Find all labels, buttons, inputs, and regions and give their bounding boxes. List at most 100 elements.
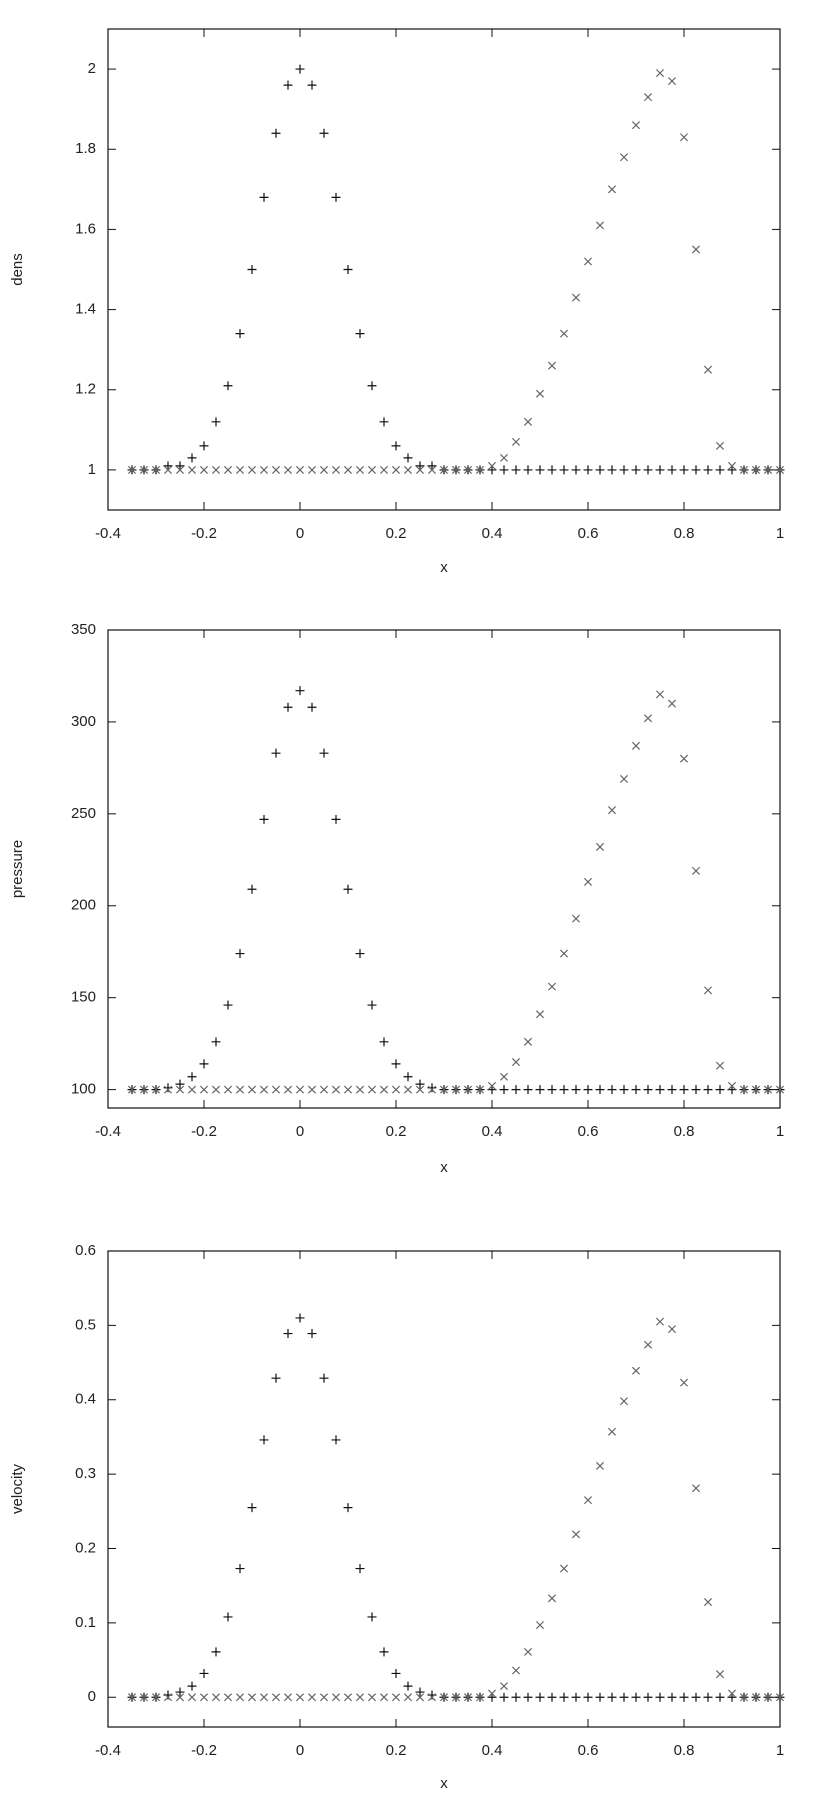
point bbox=[631, 1366, 641, 1375]
point bbox=[307, 1693, 317, 1702]
point bbox=[391, 1668, 401, 1678]
point bbox=[643, 1692, 653, 1702]
point bbox=[427, 465, 437, 474]
point bbox=[607, 185, 617, 194]
point bbox=[295, 1313, 305, 1323]
point bbox=[751, 465, 761, 474]
point bbox=[343, 465, 353, 474]
x-tick-label: 0.2 bbox=[386, 1742, 407, 1759]
point bbox=[163, 1085, 173, 1094]
point bbox=[619, 153, 629, 162]
point bbox=[607, 465, 617, 475]
point bbox=[463, 465, 473, 474]
point bbox=[199, 1693, 209, 1702]
point bbox=[379, 1647, 389, 1657]
point bbox=[379, 465, 389, 474]
point bbox=[631, 465, 641, 475]
y-tick-label: 0.5 bbox=[75, 1316, 96, 1333]
point bbox=[643, 714, 653, 723]
point bbox=[511, 1058, 521, 1067]
x-tick-label: 0.4 bbox=[482, 1123, 503, 1140]
y-tick-label: 0.1 bbox=[75, 1614, 96, 1631]
point bbox=[415, 1085, 425, 1094]
point bbox=[187, 1681, 197, 1691]
point bbox=[295, 64, 305, 74]
point bbox=[583, 1496, 593, 1505]
point bbox=[739, 465, 749, 474]
y-tick-label: 1.4 bbox=[75, 301, 96, 318]
y-tick-label: 1.2 bbox=[75, 381, 96, 398]
point bbox=[355, 1693, 365, 1702]
point bbox=[331, 465, 341, 474]
point bbox=[283, 1329, 293, 1339]
point bbox=[535, 1010, 545, 1019]
point bbox=[559, 1692, 569, 1702]
point bbox=[259, 1085, 269, 1094]
point bbox=[271, 1373, 281, 1383]
point bbox=[475, 1085, 485, 1094]
point bbox=[175, 1693, 185, 1702]
y-tick-label: 300 bbox=[71, 713, 96, 730]
point bbox=[211, 465, 221, 474]
point bbox=[175, 1085, 185, 1094]
point bbox=[703, 1692, 713, 1702]
point bbox=[439, 465, 449, 474]
point bbox=[547, 1692, 557, 1702]
point bbox=[547, 1594, 557, 1603]
y-axis-label: pressure bbox=[9, 840, 26, 898]
point bbox=[211, 417, 221, 427]
point bbox=[547, 982, 557, 991]
point bbox=[331, 1085, 341, 1094]
x-axis-label: x bbox=[440, 559, 448, 576]
point bbox=[619, 1397, 629, 1406]
point bbox=[667, 77, 677, 86]
point bbox=[775, 1693, 785, 1702]
point bbox=[463, 1085, 473, 1094]
point bbox=[367, 1000, 377, 1010]
point bbox=[163, 1690, 173, 1700]
point bbox=[595, 842, 605, 851]
point bbox=[499, 465, 509, 475]
point bbox=[715, 465, 725, 475]
point bbox=[379, 417, 389, 427]
point bbox=[367, 1085, 377, 1094]
x-tick-label: -0.4 bbox=[95, 525, 121, 542]
x-tick-label: 0 bbox=[296, 1123, 304, 1140]
point bbox=[619, 774, 629, 783]
point bbox=[235, 1693, 245, 1702]
point bbox=[571, 1085, 581, 1095]
point bbox=[391, 1693, 401, 1702]
point bbox=[271, 1085, 281, 1094]
point bbox=[451, 1085, 461, 1094]
point bbox=[607, 1427, 617, 1436]
point bbox=[727, 1689, 737, 1698]
point bbox=[427, 1690, 437, 1700]
point bbox=[715, 441, 725, 450]
point bbox=[547, 465, 557, 475]
point bbox=[211, 1037, 221, 1047]
point bbox=[187, 465, 197, 474]
point bbox=[679, 1378, 689, 1387]
point bbox=[691, 245, 701, 254]
x-tick-label: 0.2 bbox=[386, 1123, 407, 1140]
point bbox=[175, 1687, 185, 1697]
point bbox=[331, 814, 341, 824]
point bbox=[523, 417, 533, 426]
x-tick-label: 0 bbox=[296, 1742, 304, 1759]
point bbox=[631, 741, 641, 750]
point bbox=[535, 1085, 545, 1095]
point bbox=[679, 754, 689, 763]
point bbox=[175, 461, 185, 471]
point bbox=[607, 1085, 617, 1095]
point bbox=[391, 465, 401, 474]
point bbox=[247, 265, 257, 274]
point bbox=[343, 1503, 353, 1513]
point bbox=[547, 361, 557, 370]
y-tick-label: 1.8 bbox=[75, 140, 96, 157]
x-tick-label: -0.4 bbox=[95, 1123, 121, 1140]
point bbox=[631, 1692, 641, 1702]
y-tick-label: 0 bbox=[88, 1688, 96, 1705]
point bbox=[523, 1647, 533, 1656]
y-axis-label: velocity bbox=[9, 1463, 26, 1514]
